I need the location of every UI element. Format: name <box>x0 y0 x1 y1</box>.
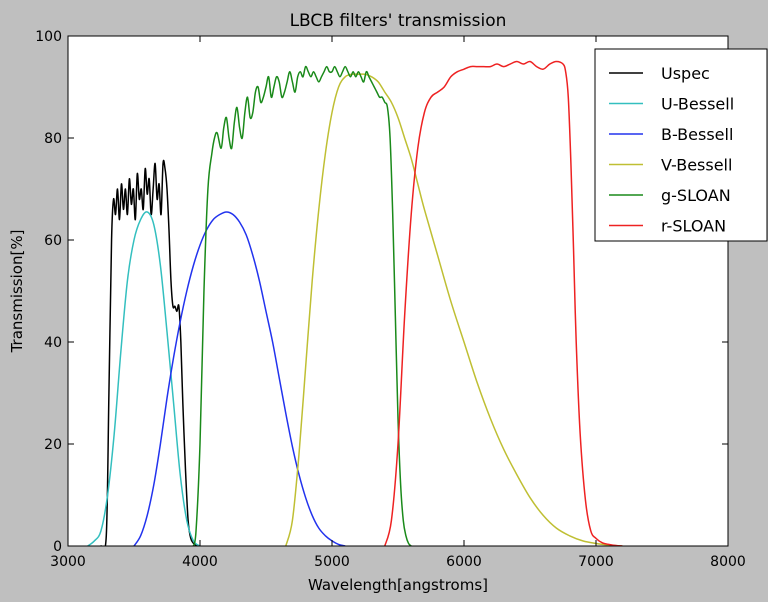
x-tick-label: 5000 <box>314 554 350 570</box>
legend-box <box>594 48 768 242</box>
y-tick-label: 0 <box>53 539 62 555</box>
x-axis-title: Wavelength[angstroms] <box>308 576 488 594</box>
legend-label: V-Bessell <box>661 156 732 175</box>
x-tick-label: 3000 <box>50 554 86 570</box>
legend-label: r-SLOAN <box>661 217 726 236</box>
x-tick-label: 8000 <box>710 554 746 570</box>
series-line-uspec <box>100 159 201 546</box>
series-line-b-bessell <box>133 211 346 546</box>
x-tick-label: 4000 <box>182 554 218 570</box>
series-line-g-sloan <box>192 65 412 546</box>
y-tick-label: 100 <box>35 29 62 45</box>
series-line-r-sloan <box>384 60 623 546</box>
y-axis-title: Transmission[%] <box>8 230 26 354</box>
y-tick-label: 20 <box>44 437 62 453</box>
series-line-v-bessell <box>285 73 623 546</box>
legend-label: Uspec <box>661 64 710 83</box>
ticks-layer: 3000 4000 5000 6000 7000 8000 0 20 40 60 80 100 <box>35 29 746 570</box>
y-tick-label: 40 <box>44 335 62 351</box>
legend: Uspec U-Bessell B-Bessell V-Bessell g-SLOAN r… <box>594 48 768 242</box>
chart-title: LBCB filters' transmission <box>290 11 507 31</box>
y-tick-label: 80 <box>44 131 62 147</box>
legend-label: g-SLOAN <box>661 186 731 205</box>
legend-label: U-Bessell <box>661 95 734 114</box>
plot-frame <box>67 35 729 547</box>
legend-label: B-Bessell <box>661 125 733 144</box>
x-tick-label: 7000 <box>578 554 614 570</box>
y-tick-label: 60 <box>44 233 62 249</box>
x-tick-label: 6000 <box>446 554 482 570</box>
series-layer <box>87 60 623 546</box>
series-line-u-bessell <box>87 211 201 546</box>
